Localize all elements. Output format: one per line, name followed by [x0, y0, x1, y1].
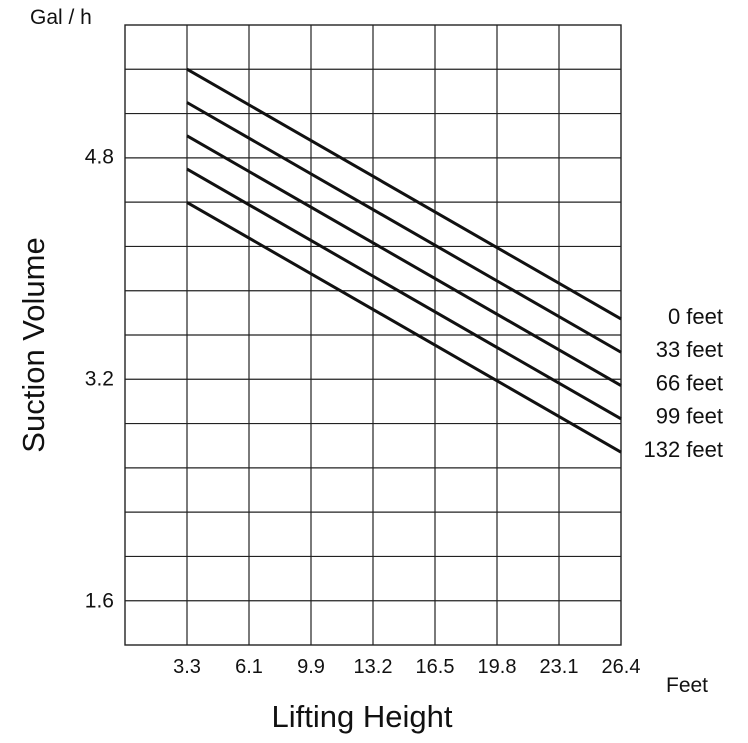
- plot-grid: [125, 25, 621, 645]
- series-label-1: 33 feet: [656, 337, 723, 362]
- series-line-2: [186, 134, 622, 387]
- series-label-3: 99 feet: [656, 404, 723, 429]
- x-unit-label: Feet: [666, 674, 708, 697]
- x-tick-label: 16.5: [416, 656, 455, 678]
- series-label-0: 0 feet: [668, 304, 723, 329]
- y-tick-labels: 1.6 3.2 4.8: [85, 146, 114, 613]
- y-unit-label: Gal / h: [30, 6, 92, 29]
- series-labels: 0 feet 33 feet 66 feet 99 feet 132 feet: [643, 304, 723, 462]
- x-tick-label: 26.4: [602, 656, 641, 678]
- plot-frame: [124, 24, 622, 646]
- x-tick-labels: 3.3 6.1 9.9 13.2 16.5 19.8 23.1 26.4: [173, 656, 640, 678]
- y-tick-label: 4.8: [85, 146, 114, 169]
- series-line-1: [186, 101, 622, 354]
- x-tick-label: 23.1: [540, 656, 579, 678]
- y-axis-title: Suction Volume: [16, 237, 51, 452]
- series-line-4: [186, 201, 622, 454]
- y-tick-label: 3.2: [85, 368, 114, 391]
- y-tick-label: 1.6: [85, 590, 114, 613]
- x-tick-label: 9.9: [297, 656, 325, 678]
- series-lines: [186, 67, 622, 454]
- series-line-0: [186, 67, 622, 321]
- series-label-2: 66 feet: [656, 370, 723, 395]
- x-tick-label: 3.3: [173, 656, 201, 678]
- x-tick-label: 6.1: [235, 656, 263, 678]
- series-line-3: [186, 167, 622, 421]
- x-tick-label: 13.2: [354, 656, 393, 678]
- x-axis-title: Lifting Height: [272, 699, 453, 734]
- series-label-4: 132 feet: [643, 437, 723, 462]
- x-tick-label: 19.8: [478, 656, 517, 678]
